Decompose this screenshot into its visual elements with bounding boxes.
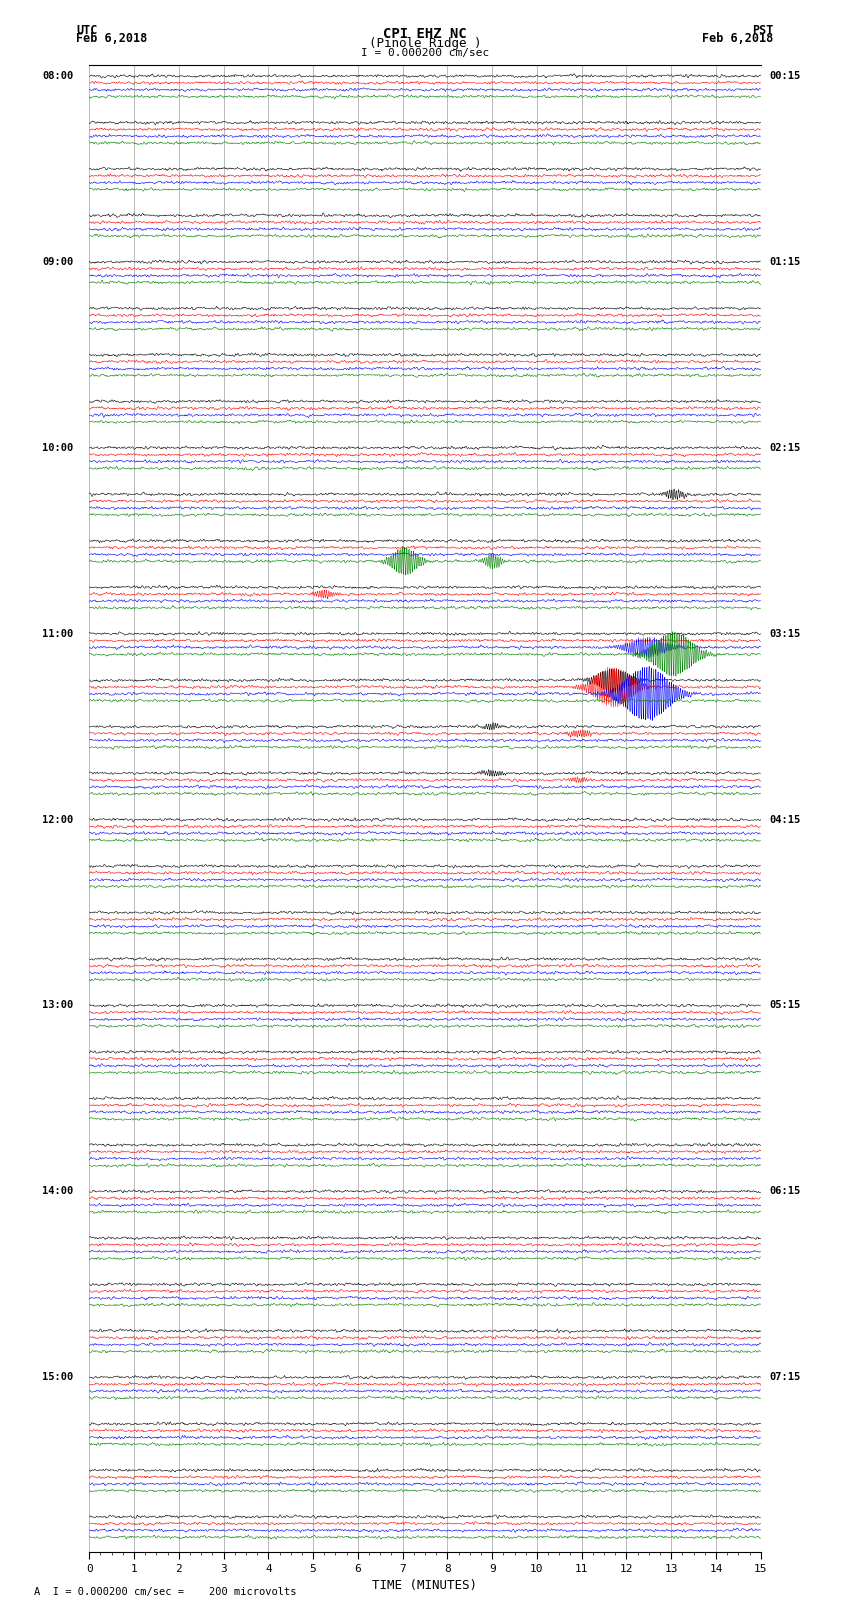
X-axis label: TIME (MINUTES): TIME (MINUTES)	[372, 1579, 478, 1592]
Text: 15:00: 15:00	[42, 1373, 74, 1382]
Text: UTC: UTC	[76, 24, 98, 37]
Text: A  I = 0.000200 cm/sec =    200 microvolts: A I = 0.000200 cm/sec = 200 microvolts	[34, 1587, 297, 1597]
Text: 13:00: 13:00	[42, 1000, 74, 1010]
Text: 09:00: 09:00	[42, 256, 74, 266]
Text: 03:15: 03:15	[770, 629, 801, 639]
Text: PST: PST	[752, 24, 774, 37]
Text: 04:15: 04:15	[770, 815, 801, 824]
Text: Feb 6,2018: Feb 6,2018	[76, 32, 148, 45]
Text: 08:00: 08:00	[42, 71, 74, 81]
Text: Feb 6,2018: Feb 6,2018	[702, 32, 774, 45]
Text: 14:00: 14:00	[42, 1187, 74, 1197]
Text: 00:15: 00:15	[770, 71, 801, 81]
Text: 11:00: 11:00	[42, 629, 74, 639]
Text: 12:00: 12:00	[42, 815, 74, 824]
Text: 01:15: 01:15	[770, 256, 801, 266]
Text: 10:00: 10:00	[42, 444, 74, 453]
Text: 02:15: 02:15	[770, 444, 801, 453]
Text: 07:15: 07:15	[770, 1373, 801, 1382]
Text: CPI EHZ NC: CPI EHZ NC	[383, 27, 467, 42]
Text: I = 0.000200 cm/sec: I = 0.000200 cm/sec	[361, 48, 489, 58]
Text: 06:15: 06:15	[770, 1187, 801, 1197]
Text: (Pinole Ridge ): (Pinole Ridge )	[369, 37, 481, 50]
Text: 05:15: 05:15	[770, 1000, 801, 1010]
